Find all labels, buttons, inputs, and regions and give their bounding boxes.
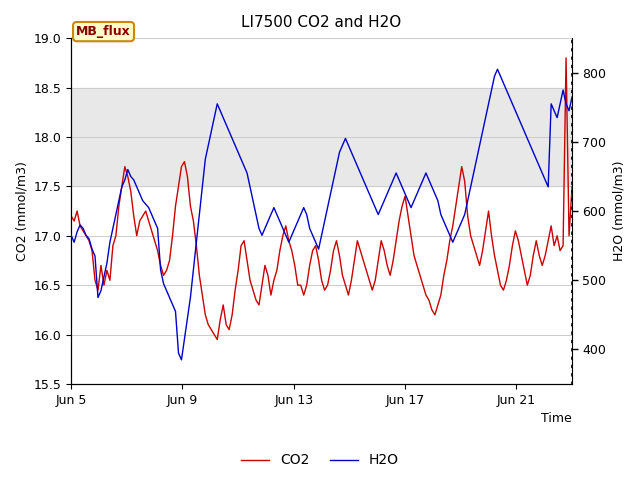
CO2 (202, 312, 209, 318)
Y-axis label: H2O (mmol/m3): H2O (mmol/m3) (612, 161, 625, 261)
CO2 (568, 183, 576, 189)
CO2 (461, 179, 468, 184)
H2O (568, 94, 576, 100)
H2O (204, 143, 212, 148)
Legend: CO2, H2O: CO2, H2O (236, 448, 404, 473)
Text: Time: Time (541, 412, 572, 425)
Y-axis label: CO2 (mmol/m3): CO2 (mmol/m3) (15, 161, 28, 261)
H2O (461, 212, 468, 217)
CO2 (562, 55, 570, 61)
CO2 (213, 336, 221, 342)
Bar (71, 87, 572, 186)
H2O (178, 357, 186, 363)
Title: LI7500 CO2 and H2O: LI7500 CO2 and H2O (241, 15, 402, 30)
H2O (67, 232, 75, 238)
CO2 (497, 282, 504, 288)
Line: CO2: CO2 (71, 58, 572, 339)
H2O (267, 212, 275, 217)
H2O (550, 108, 558, 114)
CO2 (547, 223, 555, 229)
Line: H2O: H2O (71, 69, 572, 360)
H2O (493, 66, 501, 72)
H2O (470, 170, 477, 176)
CO2 (267, 292, 275, 298)
Text: MB_flux: MB_flux (76, 25, 131, 38)
CO2 (470, 243, 477, 249)
H2O (500, 80, 508, 86)
CO2 (67, 213, 75, 219)
